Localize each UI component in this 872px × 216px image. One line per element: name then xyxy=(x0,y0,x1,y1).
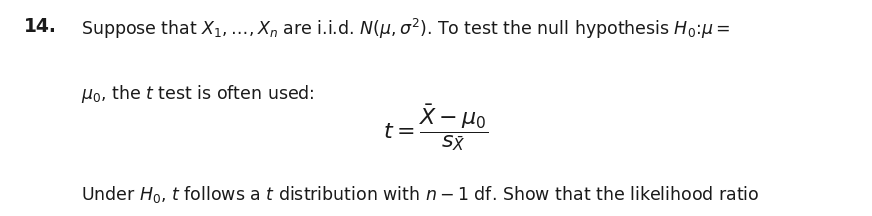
Text: 14.: 14. xyxy=(24,17,57,36)
Text: $\mu_0$, the $t$ test is often used:: $\mu_0$, the $t$ test is often used: xyxy=(81,83,315,105)
Text: Under $H_0$, $t$ follows a $t$ distribution with $n - 1$ df. Show that the likel: Under $H_0$, $t$ follows a $t$ distribut… xyxy=(81,184,760,205)
Text: Suppose that $X_1, \ldots, X_n$ are i.i.d. $N(\mu, \sigma^2)$. To test the null : Suppose that $X_1, \ldots, X_n$ are i.i.… xyxy=(81,17,731,41)
Text: $t = \dfrac{\bar{X} - \mu_0}{s_{\bar{X}}}$: $t = \dfrac{\bar{X} - \mu_0}{s_{\bar{X}}… xyxy=(384,102,488,152)
